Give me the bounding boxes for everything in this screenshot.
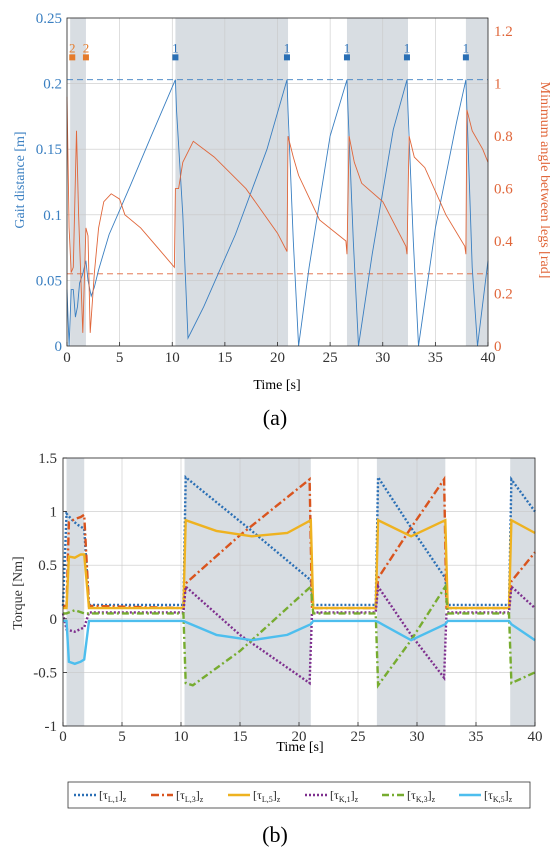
marker-3 xyxy=(283,54,290,61)
x-tick-label-5: 25 xyxy=(323,350,338,366)
series-3 xyxy=(61,583,536,686)
shaded-interval-2 xyxy=(346,18,409,346)
y-left-tick-label-5: 0.25 xyxy=(36,11,62,27)
legend-label-3: [τK,1]z xyxy=(330,788,359,804)
marker-label-6: 1 xyxy=(463,40,470,55)
x-tick-label-7: 35 xyxy=(428,350,443,366)
legend-label-5: [τK,5]z xyxy=(484,788,513,804)
panel-b-label: (b) xyxy=(262,822,288,847)
panel-b-chart: 0 5 10 15 20 25 30 35 40 -1 -0.5 0 0.5 1 1.5 xyxy=(33,451,542,745)
x-tick-label-3: 15 xyxy=(217,350,232,366)
shaded-interval-0 xyxy=(66,458,85,726)
y-tick-label-3: 0.5 xyxy=(38,558,57,574)
y-right-tick-label-6: 1.2 xyxy=(494,24,513,40)
y-right-tick-label-2: 0.4 xyxy=(494,234,513,250)
x-tick-label-5: 25 xyxy=(351,729,366,745)
x-tick-label-1: 5 xyxy=(118,729,126,745)
marker-label-4: 1 xyxy=(344,40,351,55)
y-left-tick-label-3: 0.15 xyxy=(36,142,62,158)
panel-a-ylabel-left: Gait distance [m] xyxy=(13,131,28,228)
y-tick-label-0: -1 xyxy=(45,719,58,735)
y-left-tick-label-2: 0.1 xyxy=(43,208,62,224)
y-right-tick-label-0: 0 xyxy=(494,339,502,355)
y-left-tick-label-0: 0 xyxy=(55,339,63,355)
x-tick-label-7: 35 xyxy=(469,729,484,745)
y-right-tick-label-3: 0.6 xyxy=(494,182,513,198)
panel-b-xlabel: Time [s] xyxy=(276,740,323,755)
shaded-interval-1 xyxy=(184,458,311,726)
panel-b-ylabel: Torque [Nm] xyxy=(11,556,26,629)
x-tick-label-4: 20 xyxy=(292,729,307,745)
panel-a-chart: 2 2 1 1 1 1 10 5 10 15 20 25 30 35 4000.050.10.150.20.… xyxy=(36,11,514,366)
y-right-tick-label-1: 0.2 xyxy=(494,287,513,303)
marker-label-1: 2 xyxy=(83,40,90,55)
marker-label-3: 1 xyxy=(284,40,291,55)
marker-4 xyxy=(343,54,350,61)
x-tick-label-6: 30 xyxy=(410,729,425,745)
legend-box xyxy=(67,781,531,809)
marker-5 xyxy=(403,54,410,61)
x-tick-label-6: 30 xyxy=(375,350,390,366)
shaded-interval-3 xyxy=(465,18,488,346)
series-2 xyxy=(63,518,536,610)
shaded-interval-3 xyxy=(510,458,535,726)
x-tick-label-3: 15 xyxy=(233,729,248,745)
panel-a-ylabel-right: Minimum angle between legs [rad] xyxy=(537,82,550,279)
marker-label-5: 1 xyxy=(404,40,411,55)
marker-label-2: 1 xyxy=(172,40,179,55)
x-tick-label-2: 10 xyxy=(165,350,180,366)
y-tick-label-4: 1 xyxy=(50,505,58,521)
y-left-tick-label-4: 0.2 xyxy=(43,77,62,93)
marker-1 xyxy=(82,54,89,61)
legend-label-2: [τL,5]z xyxy=(253,788,281,804)
shaded-interval-2 xyxy=(376,458,446,726)
panel-a-label: (a) xyxy=(263,405,287,430)
y-tick-label-5: 1.5 xyxy=(38,451,57,467)
series-4 xyxy=(63,582,536,689)
x-tick-label-8: 40 xyxy=(481,350,496,366)
legend-label-1: [τL,3]z xyxy=(176,788,204,804)
shaded-interval-1 xyxy=(175,18,289,346)
y-right-tick-label-5: 1 xyxy=(494,77,502,93)
marker-6 xyxy=(462,54,469,61)
y-left-tick-label-1: 0.05 xyxy=(36,273,62,289)
legend-label-4: [τK,3]z xyxy=(407,788,436,804)
legend-label-0: [τL,1]z xyxy=(99,788,127,804)
marker-2 xyxy=(172,54,179,61)
x-tick-label-2: 10 xyxy=(174,729,189,745)
x-tick-label-0: 0 xyxy=(59,729,67,745)
marker-0 xyxy=(69,54,76,61)
x-tick-label-8: 40 xyxy=(528,729,543,745)
series-right xyxy=(66,96,489,333)
y-tick-label-2: 0 xyxy=(50,612,58,628)
y-tick-label-1: -0.5 xyxy=(33,665,57,681)
marker-label-0: 2 xyxy=(69,40,76,55)
panel-b-legend: [τL,1]z [τL,3]z [τL,5]z [τK,1]z [τK,3]z [τK,5… xyxy=(67,781,531,809)
y-right-tick-label-4: 0.8 xyxy=(494,129,513,145)
x-tick-label-0: 0 xyxy=(63,350,71,366)
panel-a-xlabel: Time [s] xyxy=(253,378,300,393)
series-5 xyxy=(63,619,536,666)
x-tick-label-4: 20 xyxy=(270,350,285,366)
x-tick-label-1: 5 xyxy=(116,350,124,366)
